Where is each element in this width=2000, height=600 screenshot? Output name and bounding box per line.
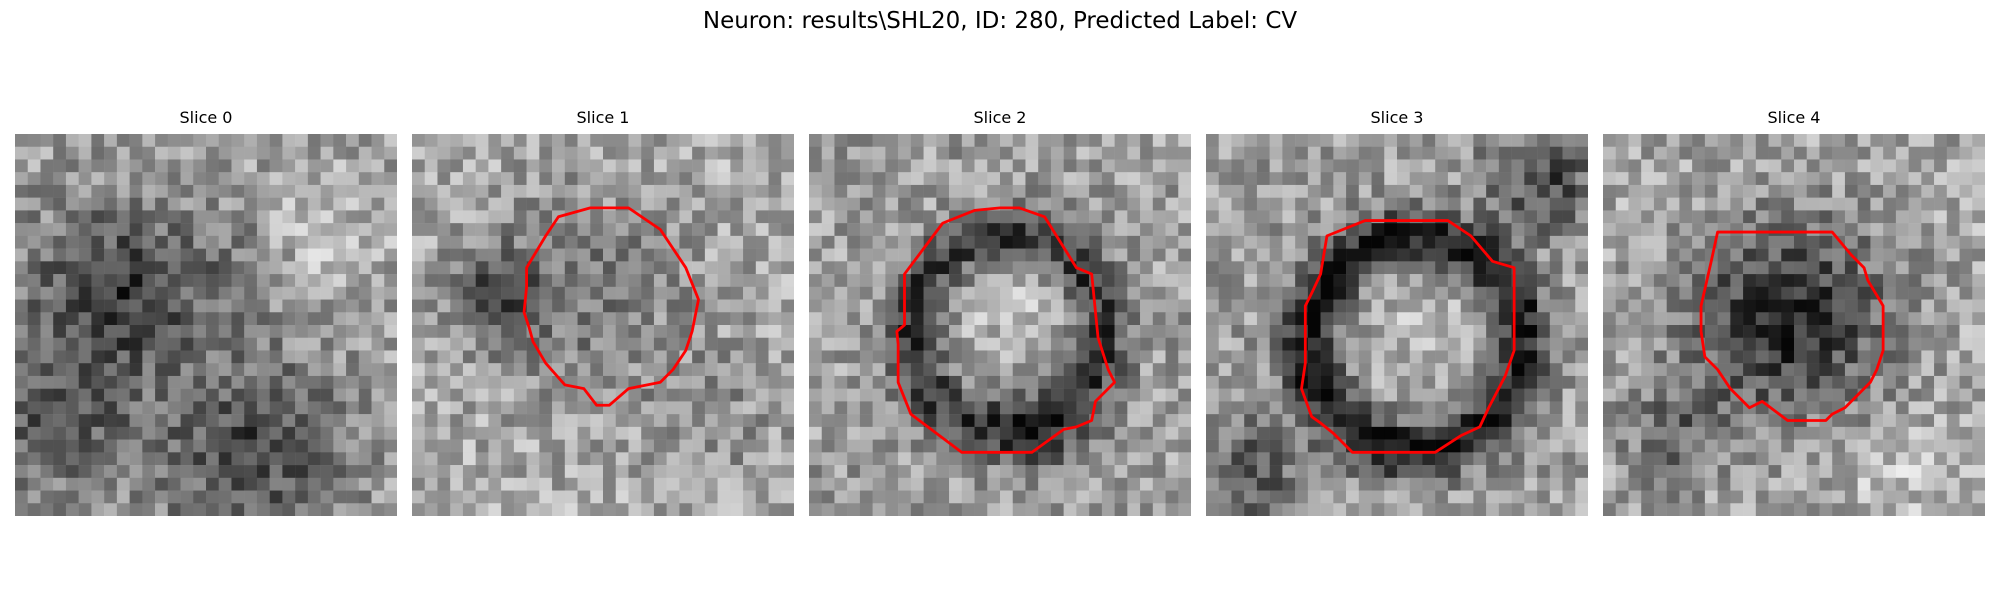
slice-panel-0: Slice 0 [15,108,397,518]
neuron-contour [895,206,1117,454]
slice-title: Slice 0 [179,108,233,127]
slice-image [412,134,794,516]
slice-title: Slice 3 [1370,108,1424,127]
slice-image [1603,134,1985,516]
slice-image [15,134,397,516]
slice-title: Slice 2 [973,108,1027,127]
slice-title: Slice 1 [576,108,630,127]
slice-panel-4: Slice 4 [1603,108,1985,518]
slice-panel-3: Slice 3 [1206,108,1588,518]
neuron-contour [1699,230,1885,422]
neuron-contour [1300,219,1516,454]
slice-panel-2: Slice 2 [809,108,1191,518]
figure-title: Neuron: results\SHL20, ID: 280, Predicte… [702,8,1298,34]
slice-panel-1: Slice 1 [412,108,794,518]
neuron-contour [522,206,700,407]
slice-image [809,134,1191,516]
slice-image [1206,134,1588,516]
slice-title: Slice 4 [1767,108,1821,127]
